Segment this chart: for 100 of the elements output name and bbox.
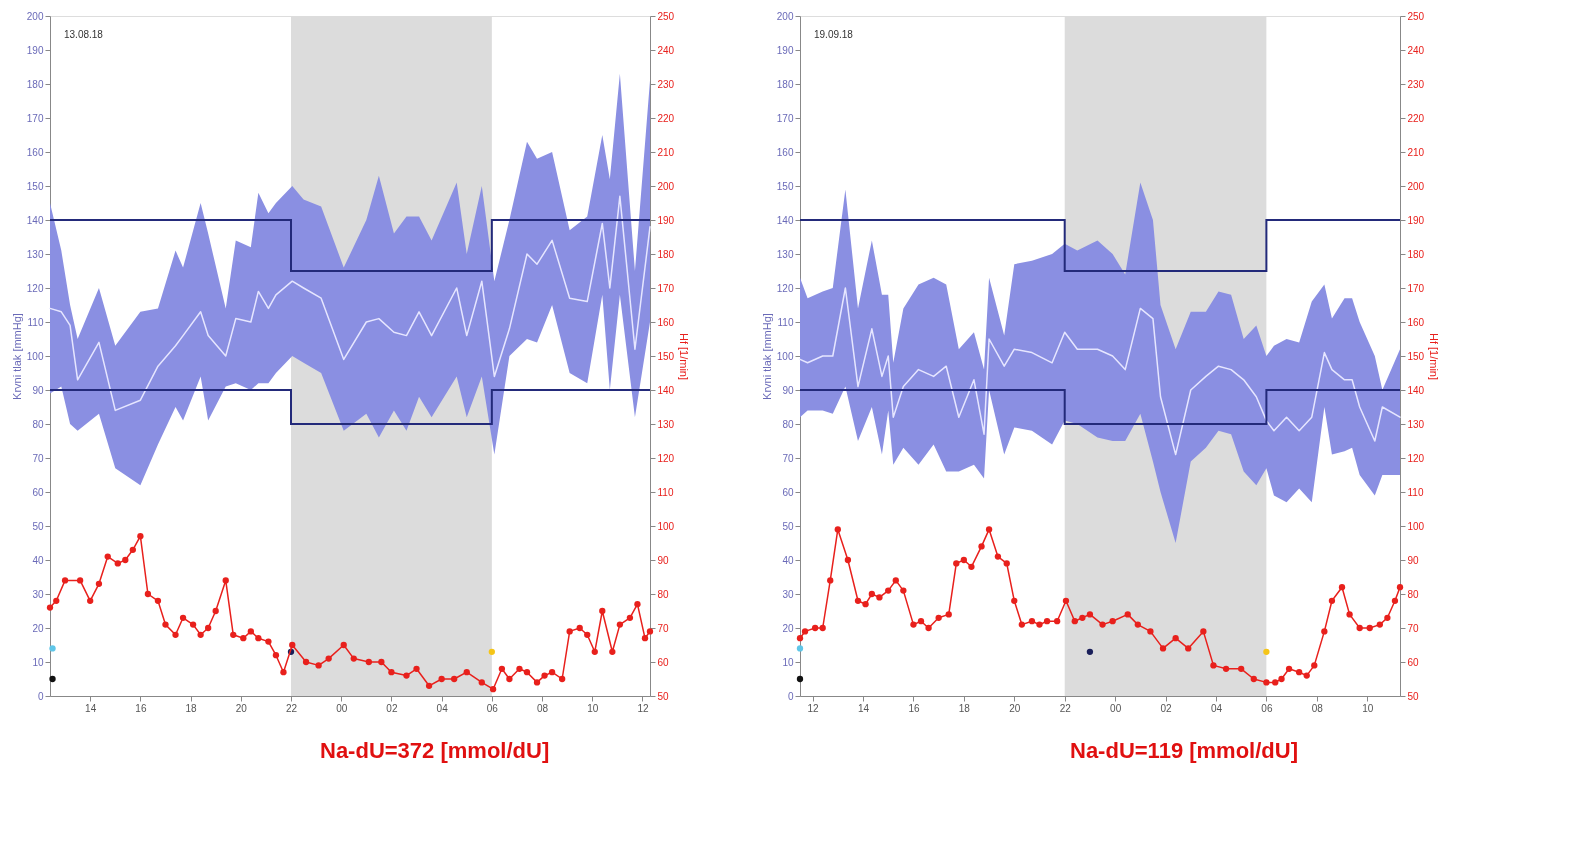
y-tick-label: 50: [782, 520, 794, 532]
y2-tick-label: 140: [657, 384, 675, 396]
y-tick-label: 90: [32, 384, 44, 396]
y2-tick-label: 250: [1407, 10, 1425, 22]
y2-tick-label: 60: [657, 656, 670, 668]
y2-tick-label: 90: [657, 554, 670, 566]
y2-tick-label: 100: [1407, 520, 1425, 532]
y2-tick-label: 120: [1407, 452, 1425, 464]
y-tick-label: 170: [26, 112, 44, 124]
y2-tick-label: 200: [1407, 180, 1425, 192]
y2-tick-label: 50: [657, 690, 670, 702]
y-tick-label: 180: [776, 78, 794, 90]
y2-tick-label: 190: [1407, 214, 1425, 226]
y2-tick-label: 130: [657, 418, 675, 430]
x-tick-label: 10: [587, 702, 599, 714]
y-tick-label: 70: [32, 452, 44, 464]
y-tick-label: 10: [32, 656, 44, 668]
x-tick-label: 12: [807, 702, 820, 714]
y-tick-label: 150: [776, 180, 794, 192]
x-tick-label: 08: [536, 702, 549, 714]
y-tick-label: 170: [776, 112, 794, 124]
y2-tick-label: 180: [1407, 248, 1425, 260]
y-tick-label: 120: [26, 282, 44, 294]
y-tick-label: 130: [26, 248, 44, 260]
y-tick-label: 40: [32, 554, 44, 566]
y-tick-label: 90: [782, 384, 794, 396]
y-tick-label: 110: [777, 316, 794, 328]
y2-tick-label: 200: [657, 180, 675, 192]
y-tick-label: 60: [782, 486, 794, 498]
x-tick-label: 18: [185, 702, 198, 714]
y-tick-label: 0: [37, 690, 44, 702]
y-tick-label: 30: [782, 588, 794, 600]
y2-tick-label: 210: [657, 146, 675, 158]
x-tick-label: 22: [285, 702, 298, 714]
x-tick-label: 04: [436, 702, 449, 714]
y-tick-label: 80: [32, 418, 44, 430]
y-tick-label: 140: [26, 214, 44, 226]
y-tick-label: 140: [776, 214, 794, 226]
x-tick-label: 16: [135, 702, 147, 714]
x-tick-label: 16: [908, 702, 920, 714]
y2-tick-label: 220: [657, 112, 675, 124]
y-tick-label: 40: [782, 554, 794, 566]
y2-tick-label: 210: [1407, 146, 1425, 158]
y-tick-label: 190: [776, 44, 794, 56]
y2-tick-label: 80: [657, 588, 670, 600]
y2-tick-label: 140: [1407, 384, 1425, 396]
y2-tick-label: 110: [657, 486, 674, 498]
y2-tick-label: 60: [1407, 656, 1420, 668]
y-tick-label: 20: [782, 622, 794, 634]
x-tick-label: 00: [336, 702, 348, 714]
y-tick-label: 180: [26, 78, 44, 90]
x-tick-label: 04: [1210, 702, 1223, 714]
y2-tick-label: 160: [657, 316, 675, 328]
x-tick-label: 22: [1059, 702, 1072, 714]
y2-axis-title: Hf [1/min]: [1428, 332, 1441, 381]
y2-tick-label: 110: [1407, 486, 1424, 498]
y-tick-label: 110: [27, 316, 44, 328]
y-tick-label: 50: [32, 520, 44, 532]
x-tick-label: 06: [1261, 702, 1273, 714]
x-tick-label: 08: [1311, 702, 1324, 714]
y-tick-label: 60: [32, 486, 44, 498]
text: Na-dU=119 [mmol/dU]: [1070, 738, 1298, 763]
y-tick-label: 150: [26, 180, 44, 192]
y-tick-label: 190: [26, 44, 44, 56]
y2-tick-label: 120: [657, 452, 675, 464]
text: Na-dU=372 [mmol/dU]: [320, 738, 550, 763]
y-tick-label: 120: [776, 282, 794, 294]
y2-tick-label: 170: [657, 282, 675, 294]
y2-tick-label: 250: [657, 10, 675, 22]
y-tick-label: 100: [776, 350, 794, 362]
y2-tick-label: 160: [1407, 316, 1425, 328]
y2-axis-title: Hf [1/min]: [678, 332, 691, 381]
y2-tick-label: 80: [1407, 588, 1420, 600]
y-tick-label: 200: [26, 10, 44, 22]
x-tick-label: 20: [1009, 702, 1021, 714]
y-tick-label: 160: [26, 146, 44, 158]
x-tick-label: 14: [85, 702, 97, 714]
y2-tick-label: 180: [657, 248, 675, 260]
y2-tick-label: 70: [1407, 622, 1420, 634]
x-tick-label: 02: [386, 702, 398, 714]
x-tick-label: 06: [486, 702, 499, 714]
y2-tick-label: 70: [657, 622, 670, 634]
y2-tick-label: 100: [657, 520, 675, 532]
y2-tick-label: 240: [657, 44, 675, 56]
y-tick-label: 20: [32, 622, 44, 634]
y2-tick-label: 170: [1407, 282, 1425, 294]
annotation: 19.09.18: [814, 29, 854, 40]
y2-tick-label: 50: [1407, 690, 1420, 702]
y2-tick-label: 230: [657, 78, 675, 90]
y2-tick-label: 190: [657, 214, 675, 226]
y-axis-title: Krvni tlak [mmHg]: [10, 313, 23, 400]
x-tick-label: 14: [857, 702, 870, 714]
y2-tick-label: 230: [1407, 78, 1425, 90]
x-tick-label: 12: [637, 702, 649, 714]
y2-tick-label: 240: [1407, 44, 1425, 56]
y-tick-label: 10: [782, 656, 794, 668]
y-tick-label: 200: [776, 10, 794, 22]
x-tick-label: 02: [1160, 702, 1173, 714]
y2-tick-label: 220: [1407, 112, 1425, 124]
y-tick-label: 100: [26, 350, 44, 362]
